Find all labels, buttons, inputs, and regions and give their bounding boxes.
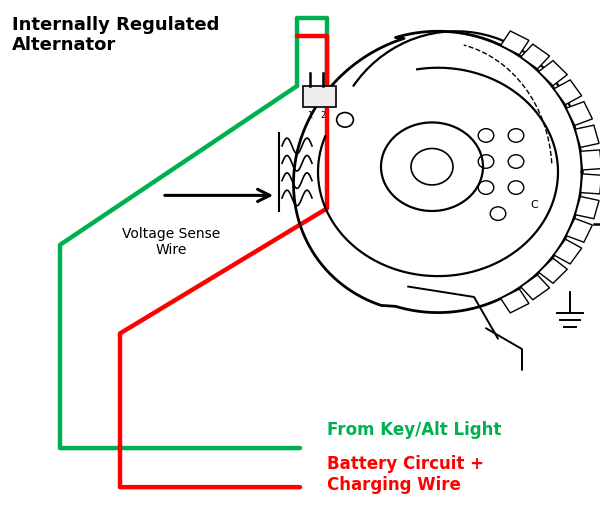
Polygon shape <box>581 174 600 194</box>
Polygon shape <box>539 60 568 85</box>
Polygon shape <box>500 289 529 313</box>
Polygon shape <box>539 258 568 283</box>
Polygon shape <box>566 102 592 126</box>
Bar <box>303 86 336 107</box>
Polygon shape <box>581 150 600 170</box>
Polygon shape <box>521 44 550 69</box>
Polygon shape <box>575 196 599 219</box>
Text: Battery Circuit +
Charging Wire: Battery Circuit + Charging Wire <box>327 455 484 493</box>
Text: C: C <box>530 201 538 210</box>
Polygon shape <box>554 239 582 264</box>
Polygon shape <box>521 275 550 300</box>
Text: From Key/Alt Light: From Key/Alt Light <box>327 421 502 439</box>
Polygon shape <box>566 218 592 242</box>
Text: Voltage Sense
Wire: Voltage Sense Wire <box>122 227 220 257</box>
Text: 1: 1 <box>308 111 313 120</box>
Text: 2: 2 <box>320 111 325 120</box>
Polygon shape <box>500 31 529 55</box>
Text: Internally Regulated
Alternator: Internally Regulated Alternator <box>12 16 220 54</box>
Polygon shape <box>575 125 599 147</box>
Polygon shape <box>554 80 582 105</box>
